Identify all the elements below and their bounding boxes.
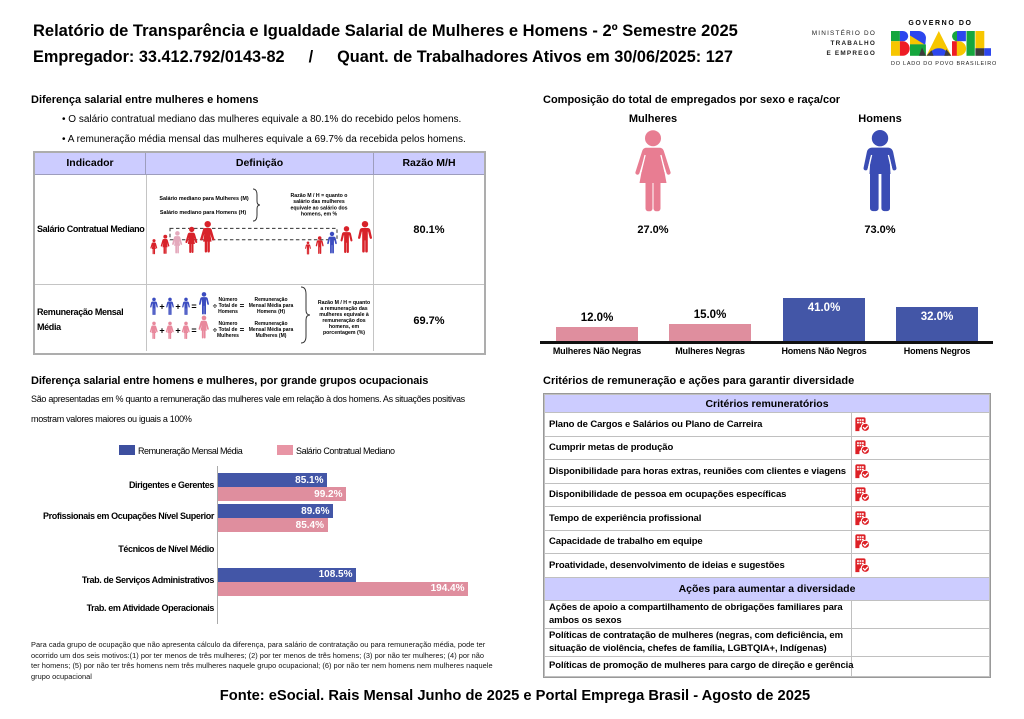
svg-text:Mensal Média para: Mensal Média para (249, 303, 294, 309)
svg-text:homens, em %: homens, em % (301, 212, 338, 218)
svg-text:Número: Número (219, 297, 238, 303)
svg-text:=: = (191, 326, 196, 336)
svg-text:Salário mediano para Mulheres: Salário mediano para Mulheres (M) (159, 196, 248, 202)
svg-text:homens, em: homens, em (329, 324, 360, 330)
svg-text:+: + (159, 326, 164, 336)
svg-text:÷: ÷ (213, 326, 218, 335)
svg-text:Homens: Homens (218, 309, 238, 315)
svg-text:Razão M / H = quanto: Razão M / H = quanto (318, 300, 370, 306)
svg-text:a remuneração das: a remuneração das (320, 306, 367, 312)
svg-text:Total de: Total de (219, 327, 238, 333)
svg-text:+: + (175, 326, 180, 336)
svg-text:remuneração dos: remuneração dos (322, 318, 365, 324)
svg-text:porcentagem (%): porcentagem (%) (323, 330, 365, 336)
svg-text:÷: ÷ (213, 302, 218, 311)
svg-text:+: + (175, 302, 180, 312)
svg-text:=: = (191, 302, 196, 312)
svg-text:equivale ao salário dos: equivale ao salário dos (290, 205, 347, 211)
svg-text:Mensal Média para: Mensal Média para (249, 327, 294, 333)
svg-text:mulheres equivale à: mulheres equivale à (319, 312, 369, 318)
svg-text:Mulheres: Mulheres (217, 333, 239, 339)
svg-text:Salário mediano para Homens (H: Salário mediano para Homens (H) (160, 210, 246, 216)
svg-text:Razão M / H = quanto o: Razão M / H = quanto o (291, 193, 348, 199)
svg-text:salário das mulheres: salário das mulheres (293, 199, 345, 205)
svg-text:Remuneração: Remuneração (254, 321, 287, 327)
svg-text:Remuneração: Remuneração (254, 297, 287, 303)
svg-text:Mulheres (M): Mulheres (M) (256, 333, 287, 339)
svg-text:Total de: Total de (219, 303, 238, 309)
svg-text:Número: Número (219, 321, 238, 327)
svg-text:Homens (H): Homens (H) (257, 309, 285, 315)
svg-text:+: + (159, 302, 164, 312)
svg-text:=: = (240, 326, 245, 335)
svg-text:=: = (240, 302, 245, 311)
